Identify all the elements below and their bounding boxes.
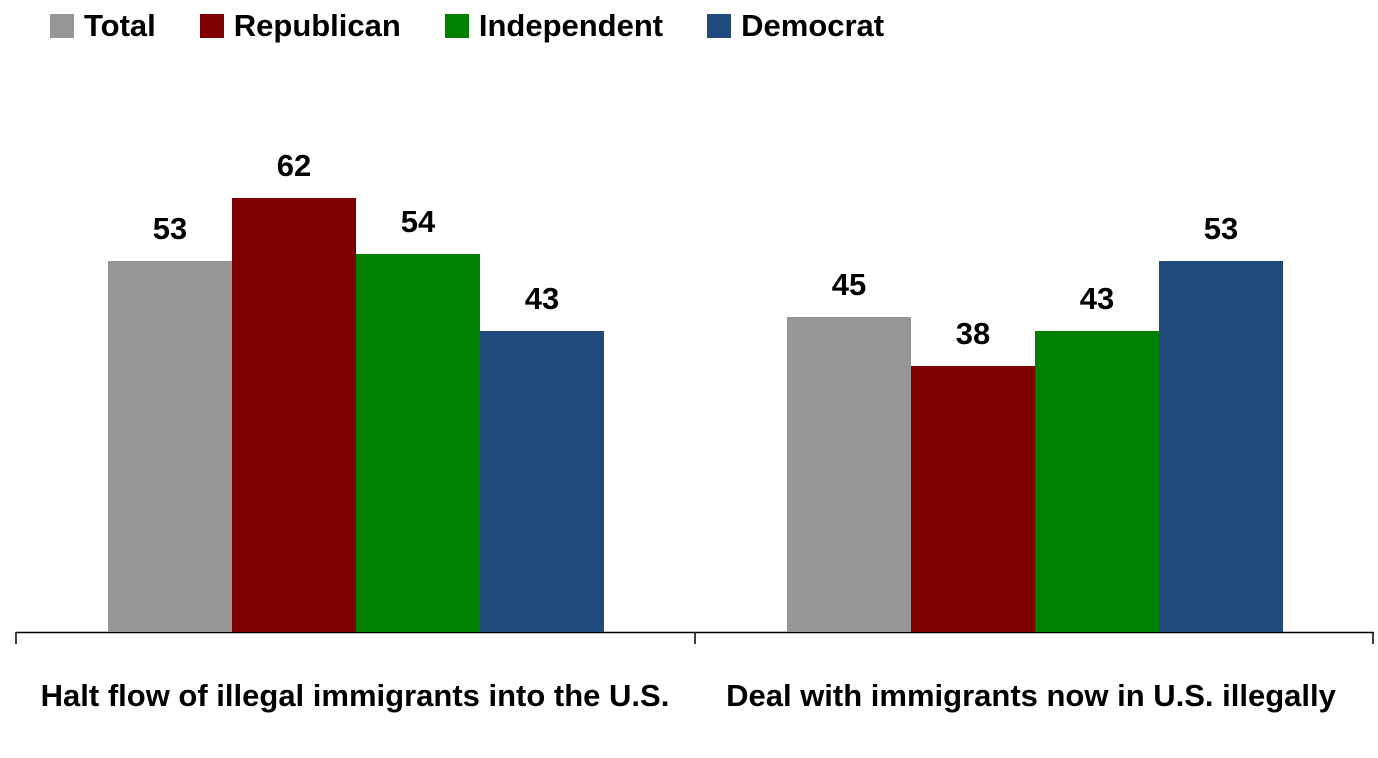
data-label-republican-1: 38 xyxy=(956,316,990,351)
data-label-independent-0: 54 xyxy=(401,204,436,239)
legend-swatch-total xyxy=(50,14,74,38)
legend-swatch-republican xyxy=(199,14,224,38)
bar-independent-1 xyxy=(1035,331,1159,632)
category-label-halt-flow: Halt flow of illegal immigrants into the… xyxy=(40,678,670,713)
legend-swatch-democrat xyxy=(707,14,732,38)
data-label-democrat-0: 43 xyxy=(525,281,559,316)
bar-total-1 xyxy=(787,317,911,632)
data-label-independent-1: 43 xyxy=(1080,281,1114,316)
bar-democrat-1 xyxy=(1159,261,1283,632)
legend-item-independent: Independent xyxy=(444,6,664,46)
bar-democrat-0 xyxy=(480,331,604,632)
category-label-deal-with-immigrants: Deal with immigrants now in U.S. illegal… xyxy=(726,678,1336,713)
legend-label-democrat: Democrat xyxy=(741,8,885,43)
legend-item-republican: Republican xyxy=(199,6,401,46)
legend-label-total: Total xyxy=(84,8,156,43)
legend: Total Republican Independent Democrat xyxy=(50,6,928,46)
legend-swatch-independent xyxy=(444,14,469,38)
legend-label-independent: Independent xyxy=(478,8,664,43)
legend-item-total: Total xyxy=(50,6,156,46)
bar-total-0 xyxy=(108,261,232,632)
data-label-total-1: 45 xyxy=(832,267,866,302)
legend-item-democrat: Democrat xyxy=(707,6,884,46)
bar-republican-1 xyxy=(911,366,1035,632)
data-label-total-0: 53 xyxy=(153,211,187,246)
legend-label-republican: Republican xyxy=(233,8,401,43)
bar-republican-0 xyxy=(232,198,356,632)
bar-independent-0 xyxy=(356,254,480,632)
data-label-republican-0: 62 xyxy=(277,148,311,183)
data-label-democrat-1: 53 xyxy=(1204,211,1238,246)
